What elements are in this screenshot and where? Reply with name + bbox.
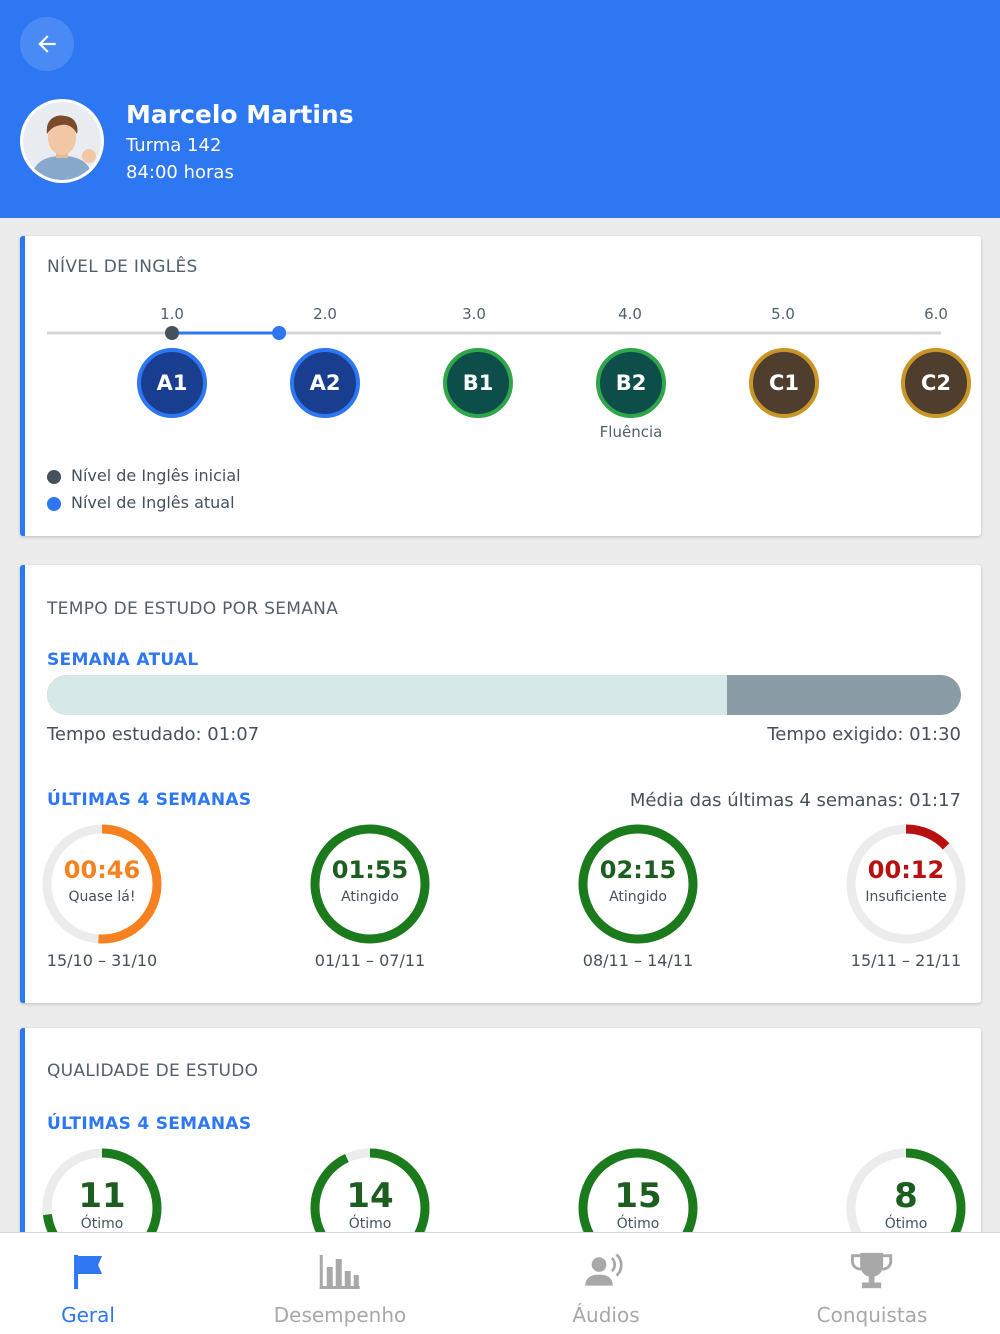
quality-ring: 15 Ótimo: [576, 1146, 700, 1258]
card-title: NÍVEL DE INGLÊS: [47, 257, 198, 277]
nav-tab-geral[interactable]: Geral: [61, 1233, 115, 1334]
ring-value: 00:46: [63, 856, 141, 884]
ring-progress: [846, 824, 966, 944]
ring-status: Quase lá!: [68, 889, 136, 905]
ring-status: Atingido: [341, 889, 399, 905]
nav-label: Áudios: [572, 1303, 640, 1327]
last-weeks-title: ÚLTIMAS 4 SEMANAS: [47, 790, 252, 810]
user-name: Marcelo Martins: [126, 100, 354, 129]
nav-tab-conquistas[interactable]: Conquistas: [816, 1233, 928, 1334]
scale-tick: 5.0: [771, 305, 795, 323]
week-range: 08/11 – 14/11: [582, 951, 694, 970]
current-week-title: SEMANA ATUAL: [47, 650, 199, 670]
ring-progress: [310, 824, 430, 944]
legend-current-dot: [47, 497, 61, 511]
card-title: TEMPO DE ESTUDO POR SEMANA: [47, 599, 339, 619]
bottom-navigation: Geral Desempenho Áudios: [0, 1232, 1000, 1334]
nav-tab-audios[interactable]: Áudios: [572, 1233, 640, 1334]
level-b1-badge: B1: [443, 348, 513, 418]
progress-fill: [47, 675, 728, 715]
ring-status: Insuficiente: [865, 889, 947, 905]
back-button[interactable]: [20, 17, 74, 71]
trophy-icon: [850, 1249, 894, 1293]
ring-status: Ótimo: [348, 1216, 392, 1232]
ring-progress: [42, 824, 162, 944]
user-class: Turma 142: [126, 135, 222, 156]
time-studied: Tempo estudado: 01:07: [47, 724, 260, 745]
average-time: Média das últimas 4 semanas: 01:17: [629, 790, 961, 811]
user-hours: 84:00 horas: [126, 162, 234, 183]
ring-progress: [846, 1148, 966, 1258]
legend-initial-label: Nível de Inglês inicial: [71, 466, 241, 485]
scale-tick: 1.0: [160, 305, 184, 323]
current-level-marker: [272, 326, 287, 340]
ring-value: 8: [894, 1176, 918, 1216]
profile-header: Marcelo Martins Turma 142 84:00 horas: [0, 0, 1000, 218]
study-time-card: TEMPO DE ESTUDO POR SEMANA SEMANA ATUAL …: [20, 565, 981, 1003]
scale-tick: 4.0: [618, 305, 642, 323]
nav-label: Conquistas: [816, 1303, 928, 1327]
nav-tab-desempenho[interactable]: Desempenho: [273, 1233, 407, 1334]
fluency-label: Fluência: [599, 423, 663, 441]
scale-tick: 2.0: [313, 305, 337, 323]
time-ring: 02:15 Atingido: [576, 822, 700, 946]
week-range: 01/11 – 07/11: [314, 951, 426, 970]
level-a1-badge: A1: [137, 348, 207, 418]
ring-status: Atingido: [609, 889, 667, 905]
legend-initial-dot: [47, 470, 61, 484]
ring-progress: [42, 1148, 162, 1258]
ring-progress: [578, 1148, 698, 1258]
nav-label: Geral: [61, 1303, 115, 1327]
level-track: [47, 326, 941, 340]
ring-status: Ótimo: [884, 1216, 928, 1232]
ring-value: 15: [614, 1176, 662, 1216]
quality-ring: 11 Ótimo: [40, 1146, 164, 1258]
legend-current-label: Nível de Inglês atual: [71, 493, 235, 512]
level-b2-badge: B2: [596, 348, 666, 418]
quality-ring: 14 Ótimo: [308, 1146, 432, 1258]
avatar: [20, 99, 104, 183]
english-level-card: NÍVEL DE INGLÊS 1.0 2.0 3.0 4.0 5.0 6.0 …: [20, 236, 981, 536]
card-title: QUALIDADE DE ESTUDO: [47, 1061, 259, 1081]
time-ring: 00:46 Quase lá!: [40, 822, 164, 946]
ring-status: Ótimo: [80, 1216, 124, 1232]
ring-value: 00:12: [867, 856, 945, 884]
week-range: 15/11 – 21/11: [850, 951, 962, 970]
ring-value: 11: [78, 1176, 126, 1216]
level-a2-badge: A2: [290, 348, 360, 418]
ring-value: 02:15: [599, 856, 677, 884]
quality-ring: 8 Ótimo: [844, 1146, 968, 1258]
ring-status: Ótimo: [616, 1216, 660, 1232]
time-ring: 00:12 Insuficiente: [844, 822, 968, 946]
ring-value: 01:55: [331, 856, 409, 884]
nav-label: Desempenho: [273, 1303, 407, 1327]
bar-chart-icon: [318, 1249, 362, 1293]
scale-tick: 3.0: [462, 305, 486, 323]
week-range: 15/10 – 31/10: [46, 951, 158, 970]
flag-icon: [66, 1249, 110, 1293]
ring-progress: [310, 1148, 430, 1258]
level-c2-badge: C2: [901, 348, 971, 418]
level-c1-badge: C1: [749, 348, 819, 418]
ring-progress: [578, 824, 698, 944]
speaker-person-icon: [584, 1249, 628, 1293]
study-quality-card: QUALIDADE DE ESTUDO ÚLTIMAS 4 SEMANAS 11…: [20, 1028, 981, 1258]
time-required: Tempo exigido: 01:30: [767, 724, 961, 745]
ring-value: 14: [346, 1176, 394, 1216]
time-ring: 01:55 Atingido: [308, 822, 432, 946]
quality-weeks-title: ÚLTIMAS 4 SEMANAS: [47, 1114, 252, 1134]
arrow-left-icon: [38, 35, 56, 53]
scale-tick: 6.0: [924, 305, 948, 323]
weekly-progress-bar: [47, 675, 961, 715]
avatar-photo: [23, 102, 101, 180]
initial-level-marker: [165, 326, 179, 340]
